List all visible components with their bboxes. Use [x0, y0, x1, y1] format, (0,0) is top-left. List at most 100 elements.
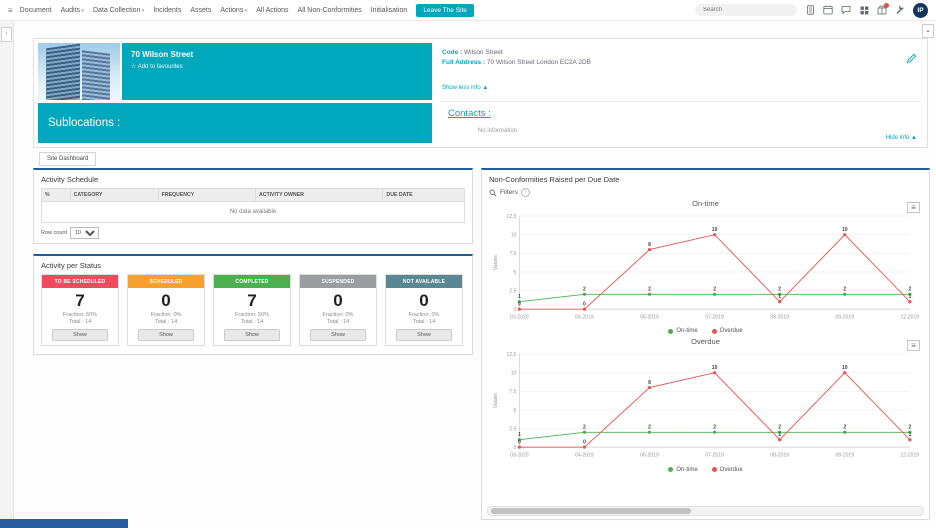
site-header-card: 70 Wilson Street ☆ Add to favourites Cod… — [33, 38, 928, 148]
table-header-row: % CATEGORY FREQUENCY ACTIVITY OWNER DUE DATE — [41, 188, 465, 202]
chart-menu-icon[interactable]: ≡ — [907, 202, 920, 213]
info-icon[interactable]: i — [520, 188, 530, 197]
left-sidebar-strip: ‹ — [0, 20, 14, 528]
svg-text:2: 2 — [713, 287, 716, 293]
svg-text:07-2019: 07-2019 — [705, 453, 724, 459]
nav-item-assets[interactable]: Assets — [190, 6, 212, 14]
sidebar-collapse-handle[interactable]: ‹ — [1, 27, 12, 42]
show-button[interactable]: Show — [224, 329, 280, 341]
menu-icon[interactable]: ≡ — [8, 5, 13, 15]
column-header-due-date[interactable]: DUE DATE — [382, 188, 465, 202]
nav-item-incidents[interactable]: Incidents — [153, 6, 182, 14]
building-shape — [82, 50, 110, 100]
column-header-[interactable]: % — [41, 188, 71, 202]
apps-grid-icon[interactable] — [859, 5, 869, 15]
search-input[interactable] — [695, 4, 797, 16]
nav-item-actions[interactable]: Actions ▾ — [220, 6, 248, 14]
nav-item-all-actions[interactable]: All Actions — [256, 6, 289, 14]
gift-icon[interactable] — [877, 3, 889, 15]
contacts-heading[interactable]: Contacts : — [448, 108, 491, 119]
status-card-completed: COMPLETED 7 Fraction: 50% Total : 14 Show — [213, 274, 291, 346]
tab-site-dashboard[interactable]: Site Dashboard — [39, 152, 97, 166]
svg-text:0: 0 — [583, 440, 586, 446]
bottom-bar-fragment — [0, 519, 128, 528]
status-card-header: COMPLETED — [214, 275, 290, 288]
status-card-not-available: NOT AVAILABLE 0 Fraction: 0% Total : 14 Show — [385, 274, 463, 346]
status-card-total: Total : 14 — [326, 319, 350, 325]
activity-status-panel: Activity per Status TO BE SCHEDULED 7 Frac… — [33, 254, 473, 355]
scroll-up-button[interactable]: ▴ — [922, 24, 934, 38]
svg-text:1: 1 — [778, 433, 781, 439]
nav-item-data-collection[interactable]: Data Collection ▾ — [92, 6, 145, 14]
panel-title: Non-Conformities Raised per Due Date — [489, 175, 620, 184]
column-header-category[interactable]: CATEGORY — [69, 188, 159, 202]
svg-text:2: 2 — [583, 425, 586, 431]
show-button[interactable]: Show — [52, 329, 108, 341]
svg-text:12.5: 12.5 — [506, 214, 516, 220]
svg-text:5: 5 — [514, 270, 517, 276]
legend-item-on-time[interactable]: On-time — [668, 328, 698, 334]
wrench-icon[interactable] — [895, 5, 905, 15]
status-card-to-be-scheduled: TO BE SCHEDULED 7 Fraction: 50% Total : 14 S… — [41, 274, 119, 346]
show-button[interactable]: Show — [396, 329, 452, 341]
notification-badge — [884, 3, 889, 8]
nav-item-document[interactable]: Document — [19, 6, 52, 14]
site-name: 70 Wilson Street — [131, 50, 194, 59]
svg-text:09-2019: 09-2019 — [836, 314, 855, 320]
svg-text:5: 5 — [514, 408, 517, 414]
svg-text:1: 1 — [518, 433, 521, 439]
filters-row[interactable]: Filters i — [489, 188, 922, 197]
site-info: Code : Wilson Street Full Address : 70 W… — [442, 49, 591, 91]
svg-text:8: 8 — [648, 242, 651, 248]
chart-title: Overdue — [691, 337, 720, 347]
svg-text:Values: Values — [493, 255, 499, 271]
svg-text:12-2019: 12-2019 — [901, 453, 920, 459]
avatar[interactable]: IP — [913, 2, 928, 18]
calendar-icon[interactable] — [823, 5, 833, 15]
svg-text:08-2019: 08-2019 — [770, 314, 789, 320]
status-card-header: NOT AVAILABLE — [386, 275, 462, 288]
status-card-header: SCHEDULED — [128, 275, 204, 288]
row-count-select[interactable]: 10 — [70, 227, 99, 239]
svg-text:2: 2 — [583, 287, 586, 293]
scrollbar-thumb[interactable] — [491, 508, 692, 514]
hide-info-link[interactable]: Hide info ▲ — [885, 135, 917, 141]
column-header-frequency[interactable]: FREQUENCY — [157, 188, 256, 202]
svg-text:10: 10 — [511, 371, 517, 377]
legend-item-overdue[interactable]: Overdue — [711, 328, 743, 334]
show-less-info-link[interactable]: Show less info ▲ — [442, 85, 489, 91]
code-label: Code : — [442, 49, 463, 56]
svg-text:08-2019: 08-2019 — [770, 453, 789, 459]
left-column: Activity Schedule % CATEGORY FREQUENCY ACTI… — [33, 168, 473, 355]
svg-text:2: 2 — [778, 425, 781, 431]
site-name-banner: 70 Wilson Street ☆ Add to favourites — [122, 43, 432, 100]
site-address-line: Full Address : 70 Wilson Street London E… — [442, 59, 591, 66]
edit-icon[interactable] — [906, 51, 917, 69]
add-to-favourites-link[interactable]: ☆ Add to favourites — [131, 63, 423, 70]
legend-label: Overdue — [719, 466, 743, 473]
nav-item-all-non-conformities[interactable]: All Non-Conformities — [297, 6, 362, 14]
main-content: 70 Wilson Street ☆ Add to favourites Cod… — [33, 38, 930, 524]
legend-dot — [668, 328, 674, 334]
svg-text:1: 1 — [908, 294, 911, 300]
status-card-value: 7 — [247, 291, 257, 310]
show-button[interactable]: Show — [310, 329, 366, 341]
show-button[interactable]: Show — [138, 329, 194, 341]
svg-text:0: 0 — [583, 302, 586, 308]
svg-text:1: 1 — [518, 294, 521, 300]
chart-menu-icon[interactable]: ≡ — [907, 340, 920, 352]
nav-item-audits[interactable]: Audits ▾ — [60, 6, 84, 14]
chat-icon[interactable] — [841, 5, 851, 15]
legend-item-overdue[interactable]: Overdue — [711, 466, 743, 473]
svg-text:03-2020: 03-2020 — [510, 314, 529, 320]
legend-item-on-time[interactable]: On-time — [668, 467, 698, 473]
charts-container: On-time ≡ 0 2.5 5 7.5 10 12.5 03-2020 04-2019 06-2… — [489, 199, 922, 473]
status-card-total: Total : 14 — [154, 319, 178, 325]
svg-text:2.5: 2.5 — [509, 427, 516, 433]
leave-site-button[interactable]: Leave The Site — [416, 3, 474, 17]
horizontal-scrollbar[interactable] — [487, 506, 924, 516]
chart-legend: On-time Overdue — [489, 467, 922, 473]
document-icon[interactable] — [805, 5, 815, 15]
column-header-activity-owner[interactable]: ACTIVITY OWNER — [254, 188, 384, 202]
nav-item-initialisation[interactable]: Initialisation — [370, 6, 408, 14]
